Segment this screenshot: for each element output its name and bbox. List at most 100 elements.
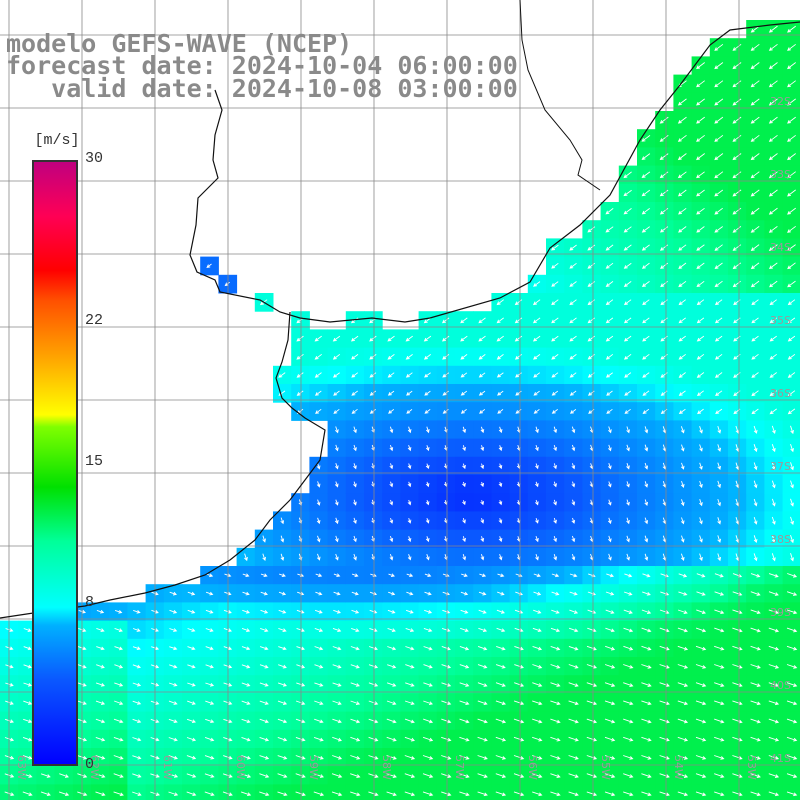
wind-arrow xyxy=(607,481,612,488)
wind-arrow xyxy=(714,207,723,215)
wind-arrow xyxy=(259,682,269,687)
wind-arrow xyxy=(313,736,324,742)
wind-arrow xyxy=(387,390,395,396)
wind-arrow xyxy=(460,335,468,342)
wind-arrow xyxy=(732,280,741,288)
wind-arrow xyxy=(751,299,759,306)
wind-arrow xyxy=(732,98,742,106)
coastline-path xyxy=(189,21,800,323)
wind-arrow xyxy=(332,372,340,378)
wind-arrow xyxy=(442,354,450,360)
wind-arrow xyxy=(533,409,540,414)
wind-arrow xyxy=(477,700,488,706)
wind-arrow xyxy=(132,628,141,632)
wind-arrow xyxy=(732,645,743,651)
wind-arrow xyxy=(114,682,124,687)
wind-arrow xyxy=(424,573,432,578)
wind-arrow xyxy=(477,773,488,778)
wind-arrow xyxy=(696,317,705,324)
wind-arrow xyxy=(478,627,488,633)
wind-arrow xyxy=(389,426,394,434)
wind-arrow xyxy=(586,718,598,724)
wind-arrow xyxy=(423,354,431,360)
model-title: modelo GEFS-WAVE (NCEP) xyxy=(6,29,353,58)
wind-arrow xyxy=(407,517,412,524)
speed-cell xyxy=(127,784,147,800)
wind-arrow xyxy=(551,335,559,342)
wind-arrow xyxy=(786,791,798,797)
wind-arrow xyxy=(659,627,670,633)
wind-arrow xyxy=(462,426,467,434)
wind-arrow xyxy=(332,755,343,760)
wind-arrow xyxy=(732,627,743,633)
legend-tick-label: 22 xyxy=(85,311,104,329)
wind-arrow xyxy=(751,390,759,397)
wind-arrow xyxy=(771,553,776,562)
wind-arrow xyxy=(333,609,341,614)
wind-arrow xyxy=(514,317,523,324)
wind-arrow xyxy=(768,591,779,596)
wind-arrow xyxy=(587,262,596,269)
wind-arrow xyxy=(259,736,270,742)
wind-arrow xyxy=(553,553,558,561)
wind-arrow xyxy=(441,718,452,724)
wind-arrow xyxy=(532,645,543,651)
wind-arrow xyxy=(132,791,142,796)
longitude-label: 62W xyxy=(88,755,101,780)
wind-arrow xyxy=(498,554,503,561)
wind-arrow xyxy=(405,646,415,651)
wind-arrow xyxy=(369,372,377,378)
wind-arrow xyxy=(714,280,723,288)
longitude-label: 55W xyxy=(599,755,612,780)
wind-arrow xyxy=(459,682,470,687)
wind-arrow xyxy=(641,189,651,197)
wind-arrow xyxy=(660,353,668,360)
speed-cell xyxy=(163,784,183,800)
wind-direction-arrows xyxy=(4,25,798,797)
wind-arrow xyxy=(422,773,434,778)
wind-arrow xyxy=(715,390,723,396)
wind-arrow xyxy=(23,700,33,705)
wind-arrow xyxy=(496,645,506,651)
wind-arrow xyxy=(387,354,395,360)
wind-arrow xyxy=(168,755,178,760)
wind-arrow xyxy=(187,682,196,687)
wind-arrow xyxy=(624,573,633,578)
wind-arrow xyxy=(604,664,616,669)
wind-arrow xyxy=(495,736,507,742)
wind-arrow xyxy=(677,773,689,778)
wind-arrow xyxy=(114,627,123,632)
speed-cell xyxy=(527,784,547,800)
wind-arrow xyxy=(695,700,707,706)
wind-arrow xyxy=(569,609,579,614)
wind-arrow xyxy=(696,244,705,251)
wind-arrow xyxy=(751,353,759,360)
wind-arrow xyxy=(296,372,304,378)
wind-arrow xyxy=(333,573,341,578)
wind-arrow xyxy=(350,317,359,324)
wind-arrow xyxy=(787,189,796,197)
wind-arrow xyxy=(732,609,743,615)
wind-arrow xyxy=(496,372,504,378)
wind-arrow xyxy=(480,445,485,452)
wind-arrow xyxy=(677,682,689,687)
wind-arrow xyxy=(333,408,340,414)
wind-arrow xyxy=(587,372,595,378)
wind-arrow xyxy=(205,609,214,614)
wind-arrow xyxy=(331,773,343,778)
wind-arrow xyxy=(659,791,670,797)
wind-arrow xyxy=(606,390,613,396)
wind-arrow xyxy=(787,573,798,578)
speed-cell xyxy=(236,784,256,800)
wind-arrow xyxy=(241,773,252,778)
wind-arrow xyxy=(750,189,760,197)
wind-arrow xyxy=(660,335,668,342)
wind-arrow xyxy=(532,627,542,633)
wind-arrow xyxy=(477,718,488,724)
wind-arrow xyxy=(787,98,796,106)
wind-arrow xyxy=(786,682,798,687)
wind-arrow xyxy=(40,773,51,778)
wind-arrow xyxy=(732,682,743,687)
wind-arrow xyxy=(353,463,357,470)
